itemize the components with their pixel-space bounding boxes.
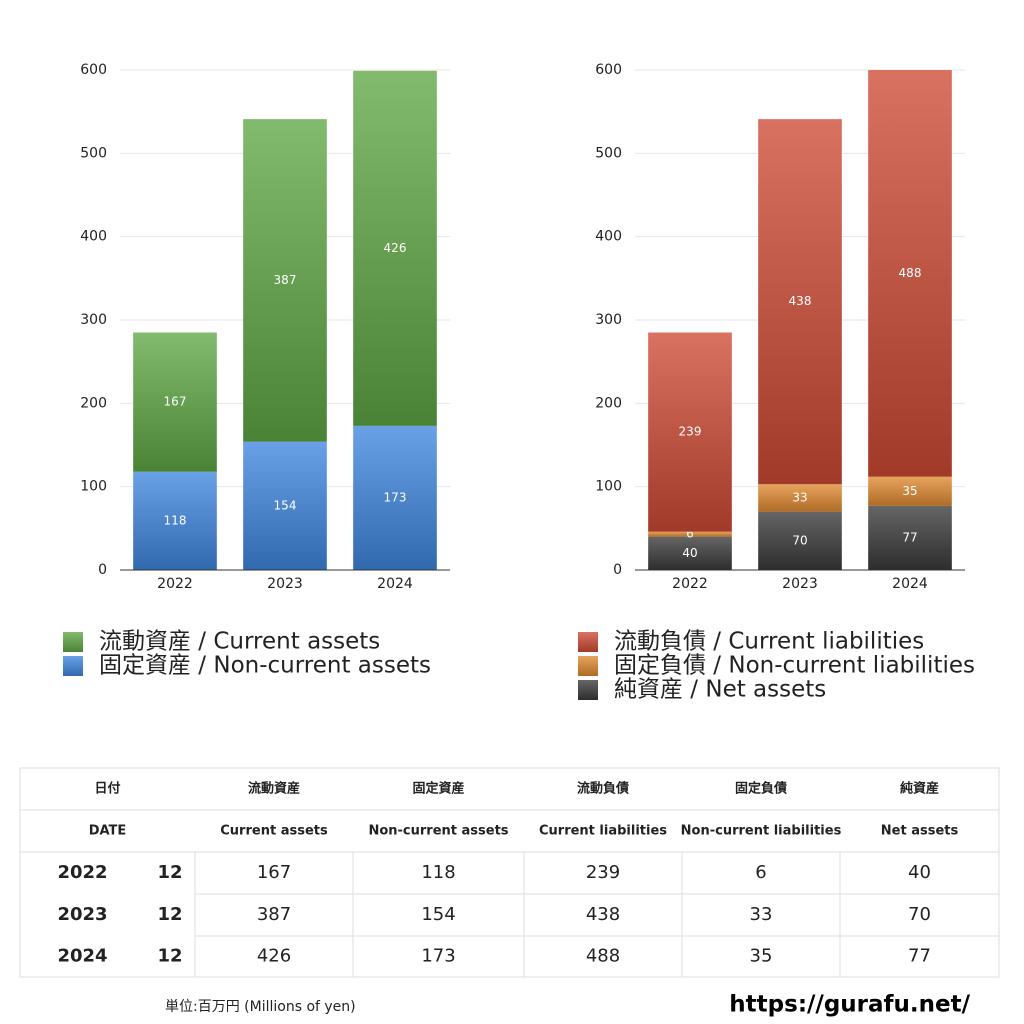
bar-shade — [758, 484, 842, 512]
bar-shade — [133, 471, 217, 570]
y-tick-label: 100 — [595, 479, 622, 495]
legend-label: 純資産 / Net assets — [614, 677, 826, 703]
bar-shade — [648, 332, 732, 532]
data-label: 77 — [902, 530, 917, 544]
y-tick-label: 600 — [80, 62, 107, 78]
data-label: 239 — [679, 425, 702, 439]
bar-shade — [868, 476, 952, 506]
data-label: 438 — [789, 294, 812, 308]
table-cell: 239 — [586, 862, 620, 883]
table-header: Current liabilities — [539, 824, 667, 839]
bar-shade — [243, 441, 327, 570]
data-label: 40 — [682, 546, 697, 560]
data-label: 173 — [384, 490, 407, 504]
x-tick-label: 2024 — [892, 576, 928, 592]
x-tick-label: 2023 — [267, 576, 303, 592]
table-cell: 12 — [157, 946, 182, 967]
unit-note: 単位:百万円 (Millions of yen) — [165, 999, 356, 1015]
data-label: 154 — [274, 498, 297, 512]
table-header: Non-current assets — [368, 824, 508, 839]
y-tick-label: 600 — [595, 62, 622, 78]
bar-shade — [243, 119, 327, 442]
table-header: 純資産 — [900, 781, 939, 797]
table-cell: 173 — [421, 946, 455, 967]
table-cell: 118 — [421, 862, 455, 883]
data-label: 426 — [384, 241, 407, 255]
data-label: 6 — [686, 527, 694, 541]
legend-label: 流動資産 / Current assets — [99, 629, 380, 655]
table-border — [19, 767, 1000, 978]
table-cell: 77 — [908, 946, 931, 967]
data-label: 33 — [792, 490, 807, 504]
table-cell: 40 — [908, 862, 931, 883]
bar-shade — [353, 425, 437, 570]
y-tick-label: 100 — [80, 479, 107, 495]
table-cell: 2024 — [57, 946, 107, 967]
table-cell: 167 — [257, 862, 291, 883]
data-label: 70 — [792, 533, 807, 547]
legend-shade — [578, 632, 598, 652]
table-cell: 35 — [750, 946, 773, 967]
y-tick-label: 0 — [613, 562, 622, 578]
table-cell: 2023 — [57, 904, 107, 925]
y-tick-label: 500 — [80, 145, 107, 161]
bar-shade — [353, 70, 437, 426]
bar-shade — [758, 119, 842, 485]
bar-shade — [133, 332, 217, 472]
y-tick-label: 200 — [595, 395, 622, 411]
table-header: 固定資産 — [412, 781, 464, 797]
y-tick-label: 0 — [98, 562, 107, 578]
legend-label: 流動負債 / Current liabilities — [614, 629, 924, 655]
x-tick-label: 2023 — [782, 576, 818, 592]
y-tick-label: 200 — [80, 395, 107, 411]
y-tick-label: 500 — [595, 145, 622, 161]
table-cell: 154 — [421, 904, 455, 925]
y-tick-label: 300 — [595, 312, 622, 328]
table-cell: 2022 — [57, 862, 107, 883]
table-header: Non-current liabilities — [681, 824, 842, 839]
legend-label: 固定負債 / Non-current liabilities — [614, 653, 975, 679]
y-tick-label: 400 — [595, 229, 622, 245]
data-label: 167 — [164, 395, 187, 409]
table-cell: 6 — [755, 862, 766, 883]
table-cell: 12 — [157, 862, 182, 883]
legend-shade — [63, 632, 83, 652]
table-cell: 70 — [908, 904, 931, 925]
table-cell: 438 — [586, 904, 620, 925]
bar-shade — [868, 505, 952, 570]
legend-shade — [578, 656, 598, 676]
legend-shade — [63, 656, 83, 676]
x-tick-label: 2022 — [672, 576, 708, 592]
legend-label: 固定資産 / Non-current assets — [99, 653, 431, 679]
table-header: Net assets — [881, 824, 959, 839]
site-url: https://gurafu.net/ — [729, 992, 970, 1018]
bar-shade — [648, 531, 732, 537]
table-header: Current assets — [220, 824, 328, 839]
y-tick-label: 300 — [80, 312, 107, 328]
x-tick-label: 2024 — [377, 576, 413, 592]
table-header: DATE — [89, 824, 127, 839]
table-cell: 33 — [750, 904, 773, 925]
data-label: 118 — [164, 513, 187, 527]
bar-shade — [758, 511, 842, 570]
bar-shade — [648, 536, 732, 570]
table-cell: 387 — [257, 904, 291, 925]
table-cell: 488 — [586, 946, 620, 967]
table-header: 日付 — [94, 781, 120, 797]
table-cell: 426 — [257, 946, 291, 967]
data-label: 488 — [899, 266, 922, 280]
y-tick-label: 400 — [80, 229, 107, 245]
data-label: 35 — [902, 484, 917, 498]
table-cell: 12 — [157, 904, 182, 925]
table-header: 固定負債 — [735, 781, 787, 797]
bar-shade — [868, 70, 952, 477]
x-tick-label: 2022 — [157, 576, 193, 592]
table-header: 流動負債 — [577, 781, 629, 797]
table-header: 流動資産 — [248, 781, 300, 797]
data-label: 387 — [274, 273, 297, 287]
legend-shade — [578, 680, 598, 700]
